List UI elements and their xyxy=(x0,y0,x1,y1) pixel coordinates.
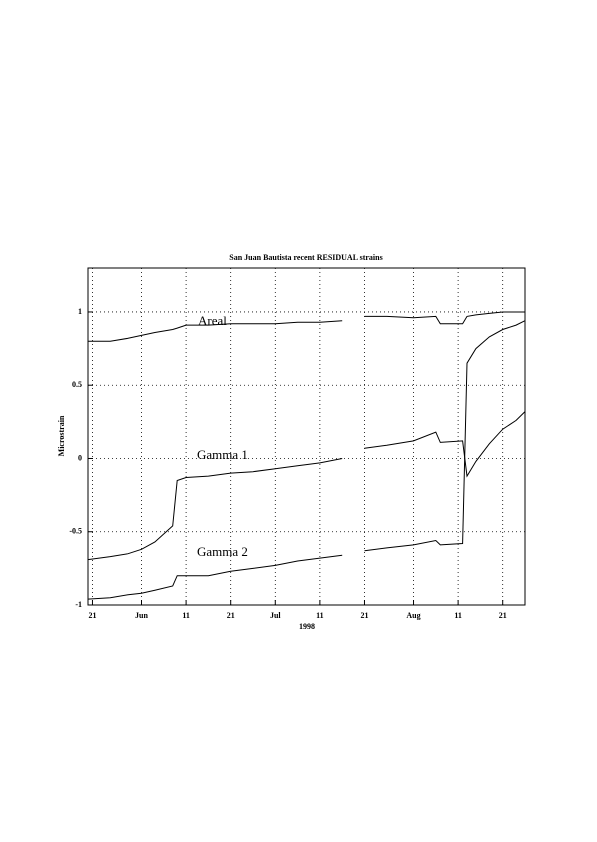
x-axis-label: 1998 xyxy=(299,622,315,631)
series-line xyxy=(88,311,525,342)
x-tick-label: 21 xyxy=(360,611,368,620)
x-tick-label: Jun xyxy=(135,611,148,620)
y-tick-label: 1 xyxy=(78,307,82,316)
y-tick-label: -0.5 xyxy=(69,527,82,536)
x-tick-label: 21 xyxy=(227,611,235,620)
x-tick-label: 21 xyxy=(88,611,96,620)
chart-title: San Juan Bautista recent RESIDUAL strain… xyxy=(229,253,382,262)
plot-frame xyxy=(87,267,526,606)
y-tick-label: 0 xyxy=(78,453,82,462)
annotation: Areal xyxy=(198,313,227,328)
annotation: Gamma 1 xyxy=(197,447,248,462)
y-tick-label: -1 xyxy=(75,600,82,609)
y-axis-label: Microstrain xyxy=(57,415,66,456)
series-line xyxy=(87,320,526,600)
x-tick-label: Aug xyxy=(406,611,420,620)
x-tick-label: 21 xyxy=(499,611,507,620)
x-tick-label: 11 xyxy=(316,611,324,620)
x-tick-label: 11 xyxy=(182,611,190,620)
x-tick-label: Jul xyxy=(270,611,281,620)
annotation: Gamma 2 xyxy=(197,544,248,559)
y-tick-label: 0.5 xyxy=(72,380,82,389)
x-tick-label: 11 xyxy=(454,611,462,620)
